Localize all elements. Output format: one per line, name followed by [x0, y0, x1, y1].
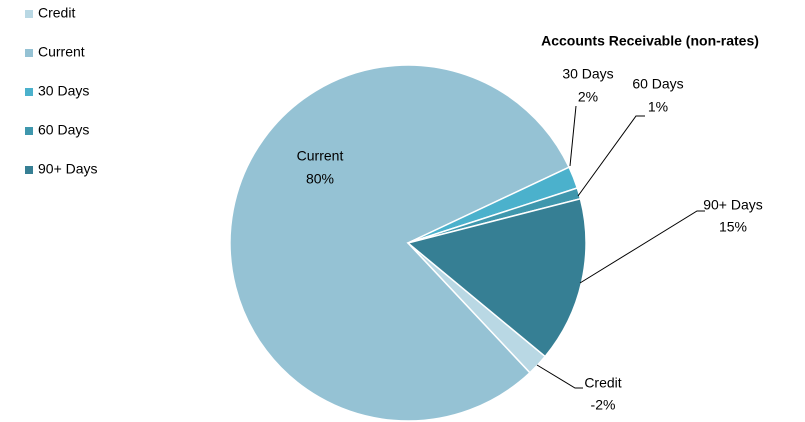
legend-swatch [25, 127, 33, 135]
leader-line [577, 115, 645, 197]
legend-label: 30 Days [38, 83, 89, 99]
legend-label: Credit [38, 5, 75, 21]
chart-title: Accounts Receivable (non-rates) [541, 33, 759, 49]
legend-swatch [25, 88, 33, 96]
slice-value: 15% [719, 219, 747, 235]
leader-line [536, 364, 583, 389]
slice-value: 80% [306, 171, 334, 187]
slice-value: 1% [648, 99, 668, 115]
legend-label: 60 Days [38, 122, 89, 138]
legend-label: 90+ Days [38, 161, 98, 177]
legend-label: Current [38, 44, 85, 60]
legend-swatch [25, 49, 33, 57]
legend-swatch [25, 166, 33, 174]
slice-value: 2% [578, 89, 598, 105]
legend-swatch [25, 10, 33, 18]
slice-label: 60 Days [632, 76, 683, 92]
slice-label: 90+ Days [703, 197, 763, 213]
slice-label: Current [297, 148, 344, 164]
slice-label: 30 Days [562, 66, 613, 82]
slice-label: Credit [584, 375, 621, 391]
pie-slice [229, 64, 571, 422]
leader-line [579, 210, 705, 284]
leader-line [569, 105, 577, 167]
slice-value: -2% [591, 397, 616, 413]
